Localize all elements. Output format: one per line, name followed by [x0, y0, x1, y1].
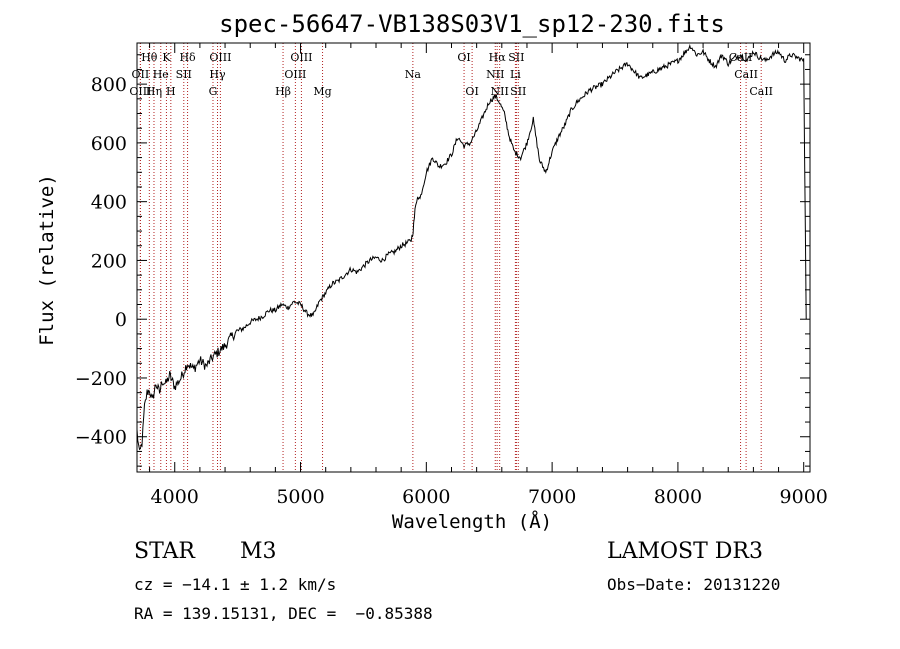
- object-subclass: M3: [240, 539, 277, 564]
- x-tick-label: 4000: [151, 486, 199, 508]
- x-tick-label: 8000: [654, 486, 702, 508]
- marker-label-8: CaII: [729, 51, 753, 64]
- marker-label-17: CaII: [734, 68, 758, 81]
- y-tick-label: −400: [75, 427, 127, 449]
- marker-label-16: Li: [510, 68, 521, 81]
- marker-label-7: SII: [508, 51, 524, 64]
- marker-label-24: OI: [465, 85, 478, 98]
- x-axis-title: Wavelength (Å): [392, 510, 552, 533]
- marker-label-11: SII: [176, 68, 192, 81]
- x-tick-label: 5000: [276, 486, 324, 508]
- obs-date-text: Obs−Date: 20131220: [607, 575, 781, 594]
- spectrum-line: [136, 43, 807, 451]
- x-tick-label: 9000: [780, 486, 828, 508]
- marker-label-2: Hδ: [179, 51, 196, 64]
- coordinates-text: RA = 139.15131, DEC = −0.85388: [134, 604, 433, 623]
- marker-label-15: NII: [486, 68, 504, 81]
- marker-label-1: K: [162, 51, 171, 64]
- marker-label-23: Mg: [313, 85, 331, 98]
- marker-label-12: Hγ: [209, 68, 226, 81]
- marker-label-14: Na: [405, 68, 422, 81]
- y-tick-label: −200: [75, 368, 127, 390]
- survey-name: LAMOST DR3: [607, 539, 763, 564]
- marker-label-22: Hβ: [275, 85, 291, 98]
- marker-label-20: H: [166, 85, 176, 98]
- marker-label-13: OIII: [284, 68, 306, 81]
- y-tick-label: 400: [91, 192, 127, 214]
- redshift-text: cz = −14.1 ± 1.2 km/s: [134, 575, 337, 594]
- marker-label-10: He: [153, 68, 169, 81]
- marker-label-0: Hθ: [141, 51, 158, 64]
- marker-label-4: OIII: [290, 51, 312, 64]
- axis-ticks: [137, 43, 810, 472]
- object-class: STAR: [134, 539, 195, 564]
- spectral-line-markers: [139, 43, 762, 472]
- marker-label-9: OII: [132, 68, 150, 81]
- y-tick-label: 0: [115, 309, 127, 331]
- plot-frame: [136, 42, 811, 473]
- marker-label-21: G: [209, 85, 218, 98]
- marker-label-27: CaII: [749, 85, 773, 98]
- chart-title: spec-56647-VB138S03V1_sp12-230.fits: [219, 10, 725, 38]
- marker-label-26: SII: [510, 85, 526, 98]
- x-tick-label: 6000: [402, 486, 450, 508]
- y-tick-label: 800: [91, 74, 127, 96]
- y-tick-label: 200: [91, 250, 127, 272]
- marker-label-19: Hη: [146, 85, 162, 98]
- marker-label-18: OIII: [129, 85, 151, 98]
- marker-label-5: OI: [457, 51, 470, 64]
- marker-label-3: OIII: [209, 51, 231, 64]
- axis-tick-labels: 4000 5000 6000 7000 8000 9000 −400 −200 0 200 400 6…: [75, 74, 828, 508]
- x-tick-label: 7000: [528, 486, 576, 508]
- marker-label-6: Hα: [489, 51, 507, 64]
- y-axis-title: Flux (relative): [36, 174, 58, 346]
- y-tick-label: 600: [91, 133, 127, 155]
